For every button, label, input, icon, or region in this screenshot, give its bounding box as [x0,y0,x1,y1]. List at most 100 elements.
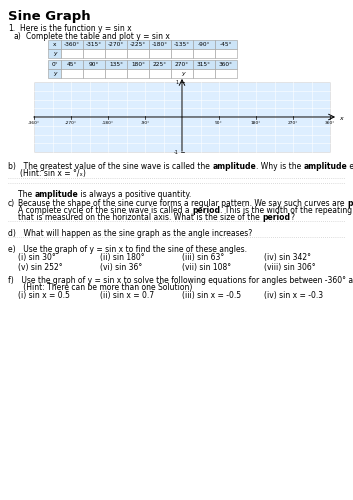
Bar [105,40,127,49]
Bar [83,40,105,49]
Text: -135°: -135° [174,42,190,47]
Bar [48,40,61,49]
Bar [105,49,127,58]
Text: -1: -1 [174,150,179,154]
Text: -360°: -360° [28,121,40,125]
Text: d) What will happen as the sine graph as the angle increases?: d) What will happen as the sine graph as… [8,229,252,238]
Bar [83,49,105,58]
Text: -225°: -225° [130,42,146,47]
Text: -270°: -270° [108,42,124,47]
Text: 90°: 90° [89,62,99,67]
Bar [61,69,83,78]
Text: amplitude: amplitude [304,162,347,171]
Bar [83,69,105,78]
Bar [34,82,330,152]
Bar [149,49,171,58]
Bar [61,40,83,49]
Text: 90°: 90° [215,121,223,125]
Text: (iii) sin 63°: (iii) sin 63° [182,253,224,262]
Bar [171,60,193,69]
Text: (viii) sin 306°: (viii) sin 306° [264,263,316,272]
Text: 180°: 180° [131,62,145,67]
Bar [171,40,193,49]
Text: -90°: -90° [140,121,150,125]
Text: The: The [18,190,35,199]
Bar [127,40,149,49]
Text: -315°: -315° [86,42,102,47]
Bar [127,60,149,69]
Text: (Hint: There can be more than one Solution): (Hint: There can be more than one Soluti… [8,283,192,292]
Text: 360°: 360° [325,121,335,125]
Bar [48,69,61,78]
Text: 1.: 1. [8,24,15,33]
Text: (ii) sin x = 0.7: (ii) sin x = 0.7 [100,291,154,300]
Text: amplitude: amplitude [35,190,78,199]
Bar [215,49,237,58]
Bar [215,69,237,78]
Text: -270°: -270° [65,121,77,125]
Text: (vii) sin 108°: (vii) sin 108° [182,263,231,272]
Text: period: period [262,213,290,222]
Text: period: period [192,206,220,215]
Bar [193,60,215,69]
Text: 135°: 135° [109,62,123,67]
Text: 1: 1 [176,80,179,84]
Text: -360°: -360° [64,42,80,47]
Text: 0°: 0° [51,62,58,67]
Text: (i) sin x = 0.5: (i) sin x = 0.5 [18,291,70,300]
Text: y: y [53,71,56,76]
Text: 180°: 180° [251,121,261,125]
Text: (vi) sin 36°: (vi) sin 36° [100,263,142,272]
Text: 360°: 360° [219,62,233,67]
Bar [149,69,171,78]
Text: A complete cycle of the sine wave is called a: A complete cycle of the sine wave is cal… [18,206,192,215]
Text: (iv) sin 342°: (iv) sin 342° [264,253,311,262]
Text: is always a positive quantity.: is always a positive quantity. [78,190,191,199]
Text: Complete the table and plot y = sin x: Complete the table and plot y = sin x [26,32,170,41]
Text: x: x [53,42,56,47]
Text: c): c) [8,199,15,208]
Text: (iii) sin x = -0.5: (iii) sin x = -0.5 [182,291,241,300]
Text: (Hint: sin x = °/ₓ): (Hint: sin x = °/ₓ) [20,169,86,178]
Text: 45°: 45° [67,62,77,67]
Text: equal to 1?: equal to 1? [347,162,353,171]
Text: 225°: 225° [153,62,167,67]
Text: Because the shape of the sine curve forms a regular pattern. We say such curves : Because the shape of the sine curve form… [18,199,347,208]
Text: periodic: periodic [347,199,353,208]
Bar [193,49,215,58]
Text: (ii) sin 180°: (ii) sin 180° [100,253,145,262]
Text: (i) sin 30°: (i) sin 30° [18,253,56,262]
Text: . This is the width of the repeating pattern: . This is the width of the repeating pat… [220,206,353,215]
Bar [149,40,171,49]
Bar [61,60,83,69]
Text: a): a) [14,32,22,41]
Text: -90°: -90° [198,42,210,47]
Text: y: y [53,51,56,56]
Bar [171,69,193,78]
Bar [171,49,193,58]
Text: (iv) sin x = -0.3: (iv) sin x = -0.3 [264,291,323,300]
Text: 270°: 270° [175,62,189,67]
Bar [48,49,61,58]
Bar [48,60,61,69]
Text: that is measured on the horizontal axis. What is the size of the: that is measured on the horizontal axis.… [18,213,262,222]
Text: amplitude: amplitude [212,162,256,171]
Text: x: x [339,116,343,120]
Bar [83,60,105,69]
Bar [105,60,127,69]
Text: y: y [182,71,185,76]
Bar [215,60,237,69]
Bar [105,69,127,78]
Text: (v) sin 252°: (v) sin 252° [18,263,62,272]
Bar [193,69,215,78]
Text: Here is the function y = sin x: Here is the function y = sin x [20,24,132,33]
Bar [193,40,215,49]
Text: f) Use the graph of y = sin x to solve the following equations for angles betwee: f) Use the graph of y = sin x to solve t… [8,276,353,285]
Text: -180°: -180° [102,121,114,125]
Bar [149,60,171,69]
Text: Sine Graph: Sine Graph [8,10,91,23]
Text: e) Use the graph of y = sin x to find the sine of these angles.: e) Use the graph of y = sin x to find th… [8,245,247,254]
Bar [127,69,149,78]
Text: 315°: 315° [197,62,211,67]
Bar [215,40,237,49]
